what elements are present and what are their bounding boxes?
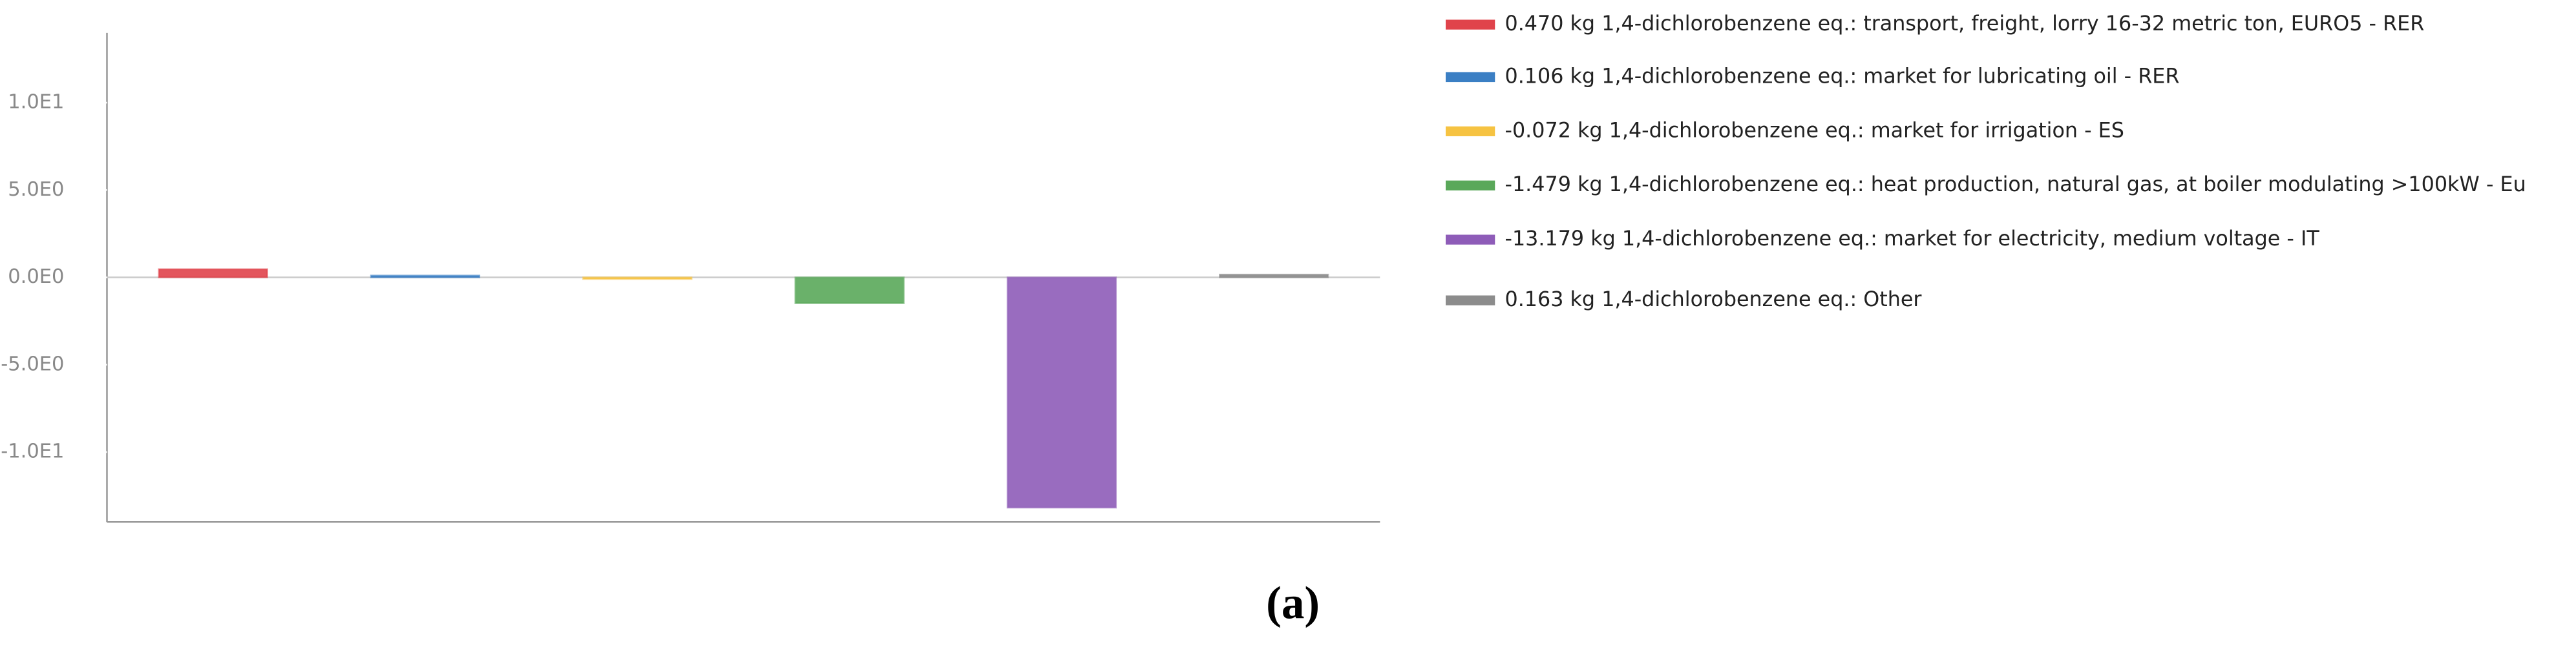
legend-label: 0.106 kg 1,4-dichlorobenzene eq.: market…: [1505, 65, 2180, 88]
legend-swatch: [1446, 19, 1495, 30]
legend-swatch: [1446, 234, 1495, 245]
bar: [794, 276, 905, 304]
y-tick-label: 0.0E0: [8, 265, 64, 288]
bar: [1006, 276, 1117, 509]
legend-swatch: [1446, 295, 1495, 305]
legend-label: 0.163 kg 1,4-dichlorobenzene eq.: Other: [1505, 288, 1923, 311]
caption: (a): [1266, 578, 1320, 628]
y-tick-label: 5.0E0: [8, 178, 64, 201]
bar: [1219, 273, 1329, 278]
legend-label: -0.072 kg 1,4-dichlorobenzene eq.: marke…: [1505, 119, 2124, 142]
legend-label: 0.470 kg 1,4-dichlorobenzene eq.: transp…: [1505, 12, 2425, 36]
bar: [370, 274, 481, 278]
legend-swatch: [1446, 72, 1495, 83]
legend-swatch: [1446, 126, 1495, 136]
y-tick-label: -5.0E0: [1, 353, 64, 375]
legend-swatch: [1446, 180, 1495, 191]
legend-label: -1.479 kg 1,4-dichlorobenzene eq.: heat …: [1505, 173, 2526, 196]
bar: [158, 268, 268, 278]
bar: [582, 276, 693, 280]
y-tick-label: 1.0E1: [8, 91, 64, 114]
legend-label: -13.179 kg 1,4-dichlorobenzene eq.: mark…: [1505, 227, 2320, 251]
y-tick-label: -1.0E1: [1, 440, 64, 463]
